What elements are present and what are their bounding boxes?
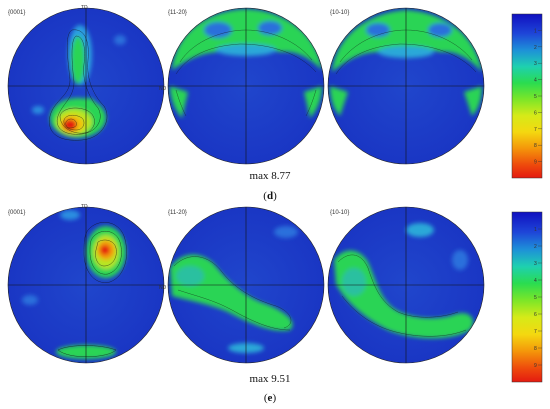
- colorbar-tick-e-6: 6: [534, 312, 537, 318]
- td-label-d: TD: [81, 5, 88, 11]
- caption-e: (e): [263, 392, 277, 404]
- colorbar-tick-e-7: 7: [534, 329, 537, 335]
- colorbar-e: 1 2 3 4 5 6 7 8 9: [511, 211, 543, 383]
- max-label-e: max 9.51: [249, 373, 291, 385]
- colorbar-tick-e-8: 8: [534, 346, 537, 352]
- caption-d: (d): [263, 190, 277, 202]
- colorbar-tick-d-8: 8: [534, 143, 537, 149]
- colorbar-tick-e-1: 1: [534, 227, 537, 233]
- panel-label-e-10-10: {10-10}: [330, 210, 349, 216]
- colorbar-tick-d-7: 7: [534, 127, 537, 133]
- colorbar-tick-d-1: 1: [534, 28, 537, 34]
- pole-figure-e-10-10: [327, 206, 485, 364]
- colorbar-d: 1 2 3 4 5 6 7 8 9: [511, 13, 543, 179]
- panel-label-e-0001: {0001}: [8, 210, 25, 216]
- colorbar-tick-d-6: 6: [534, 110, 537, 116]
- max-label-d: max 8.77: [249, 170, 291, 182]
- panel-label-d-10-10: {10-10}: [330, 10, 349, 16]
- pole-figure-e-11-20: [167, 206, 325, 364]
- colorbar-tick-d-3: 3: [534, 61, 537, 67]
- pole-figure-d-11-20: [167, 7, 325, 165]
- pole-figure-e-0001: [7, 206, 165, 364]
- panel-label-d-11-20: {11-20}: [168, 10, 187, 16]
- colorbar-tick-e-9: 9: [534, 363, 537, 369]
- colorbar-tick-d-9: 9: [534, 160, 537, 166]
- pole-figure-d-10-10: [327, 7, 485, 165]
- colorbar-tick-d-5: 5: [534, 94, 537, 100]
- colorbar-tick-e-5: 5: [534, 295, 537, 301]
- panel-label-d-0001: {0001}: [8, 10, 25, 16]
- colorbar-tick-d-2: 2: [534, 45, 537, 51]
- panel-label-e-11-20: {11-20}: [168, 210, 187, 216]
- colorbar-tick-e-4: 4: [534, 278, 537, 284]
- colorbar-tick-d-4: 4: [534, 78, 537, 84]
- nd-label-d: ND: [159, 86, 167, 92]
- pole-figure-d-0001: [7, 7, 165, 165]
- colorbar-tick-e-3: 3: [534, 261, 537, 267]
- colorbar-tick-e-2: 2: [534, 244, 537, 250]
- caption-letter-e: e: [267, 392, 273, 404]
- caption-letter-d: d: [266, 190, 274, 202]
- nd-label-e: ND: [159, 285, 167, 291]
- td-label-e: TD: [81, 204, 88, 210]
